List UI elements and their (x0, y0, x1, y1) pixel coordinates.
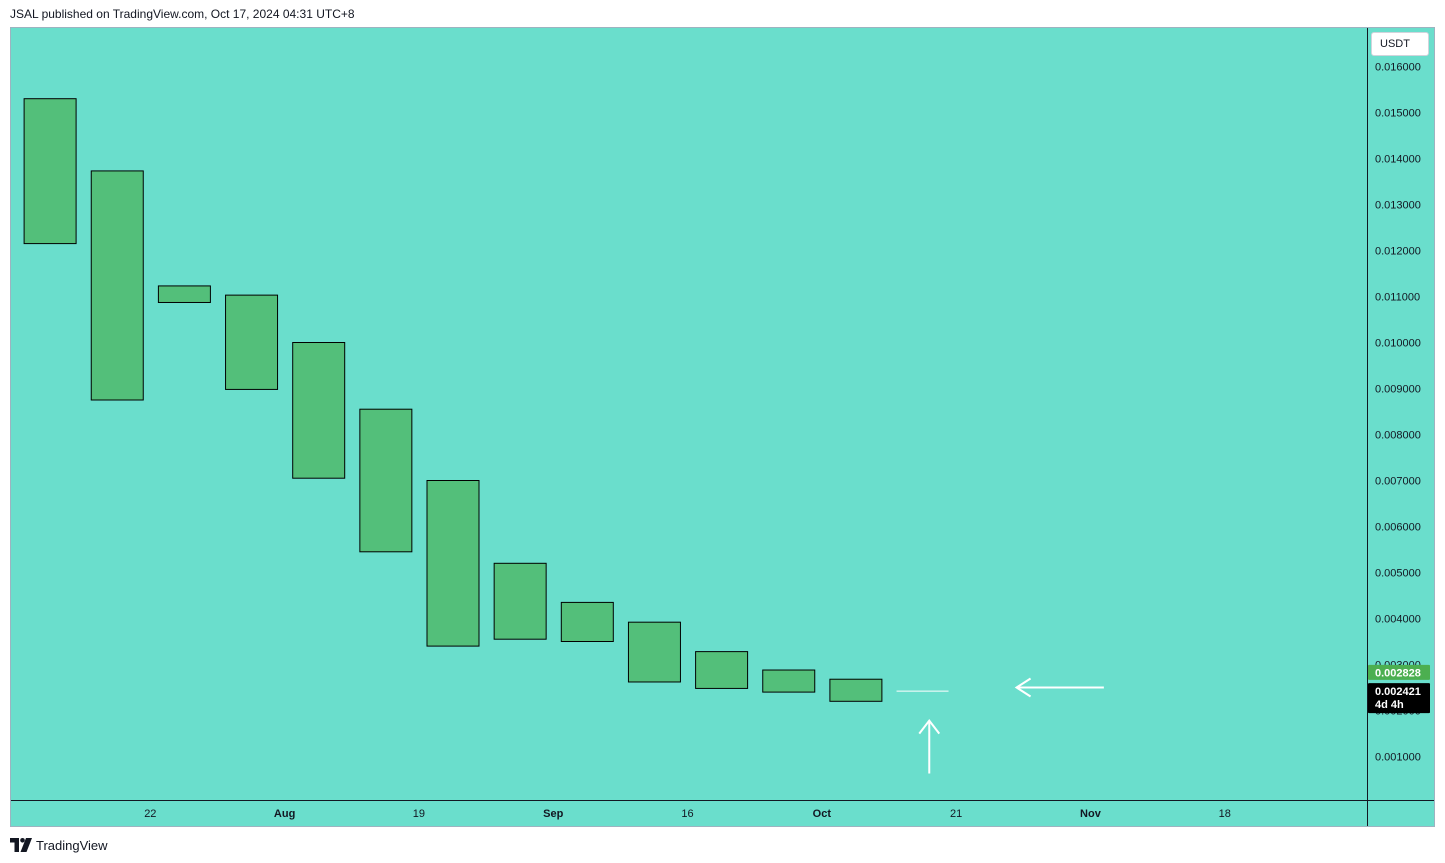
candle-0 (23, 98, 77, 245)
candles-layer (23, 98, 949, 702)
candle-7 (493, 562, 547, 640)
price-tick-label-0: 0.001000 (1375, 752, 1421, 764)
candle-6 (426, 480, 480, 647)
price-tick-label-13: 0.014000 (1375, 154, 1421, 166)
time-tick-label-3: Sep (543, 808, 563, 820)
time-tick-label-6: 21 (950, 808, 962, 820)
time-tick-label-1: Aug (274, 808, 295, 820)
price-tick-label-5: 0.006000 (1375, 522, 1421, 534)
price-tick-label-3: 0.004000 (1375, 614, 1421, 626)
price-tick-label-6: 0.007000 (1375, 476, 1421, 488)
time-tick-label-8: 18 (1219, 808, 1231, 820)
tradingview-logo-icon (10, 838, 32, 852)
annotation-layer (918, 677, 1104, 774)
price-tick-label-7: 0.008000 (1375, 430, 1421, 442)
time-tick-label-7: Nov (1080, 808, 1102, 820)
candle-4 (292, 342, 346, 479)
price-tick-label-8: 0.009000 (1375, 384, 1421, 396)
candle-1 (90, 170, 144, 401)
time-tick-label-2: 19 (413, 808, 425, 820)
candle-10 (695, 651, 749, 689)
currency-selector[interactable]: USDT (1371, 32, 1429, 56)
price-tick-label-15: 0.016000 (1375, 62, 1421, 74)
price-tick-label-10: 0.011000 (1375, 292, 1420, 304)
candle-9 (627, 621, 681, 683)
price-tick-label-14: 0.015000 (1375, 108, 1421, 120)
publisher-caption: JSAL published on TradingView.com, Oct 1… (10, 7, 355, 21)
time-tick-label-5: Oct (813, 808, 832, 820)
current-price-tag (1368, 683, 1430, 714)
time-tick-label-0: 22 (144, 808, 156, 820)
candle-2 (157, 285, 211, 303)
last-price-tag (1368, 664, 1430, 680)
tradingview-logo-text: TradingView (36, 837, 108, 853)
price-tick-label-11: 0.012000 (1375, 246, 1421, 258)
time-axis: 22 Aug 19 Sep 16 Oct 21 Nov 18 (144, 808, 1231, 820)
up-arrow-icon (918, 718, 941, 735)
chart-frame[interactable] (10, 27, 1435, 827)
last-price-label: 0.002828 (1375, 667, 1421, 679)
tradingview-branding[interactable]: TradingView (10, 836, 108, 854)
current-price-label: 0.002421 (1375, 686, 1421, 698)
time-tick-label-4: 16 (681, 808, 693, 820)
candle-3 (225, 294, 279, 390)
candle-5 (359, 408, 413, 553)
countdown-label: 4d 4h (1375, 699, 1404, 711)
candle-8 (560, 601, 614, 643)
left-arrow-icon (1014, 677, 1032, 698)
price-tick-label-4: 0.005000 (1375, 568, 1421, 580)
price-tick-label-9: 0.010000 (1375, 338, 1421, 350)
price-axis: 0.0010000.0020000.0030000.0040000.005000… (1375, 62, 1421, 764)
candle-12 (829, 678, 883, 702)
candle-11 (762, 669, 816, 693)
price-tick-label-12: 0.013000 (1375, 200, 1421, 212)
